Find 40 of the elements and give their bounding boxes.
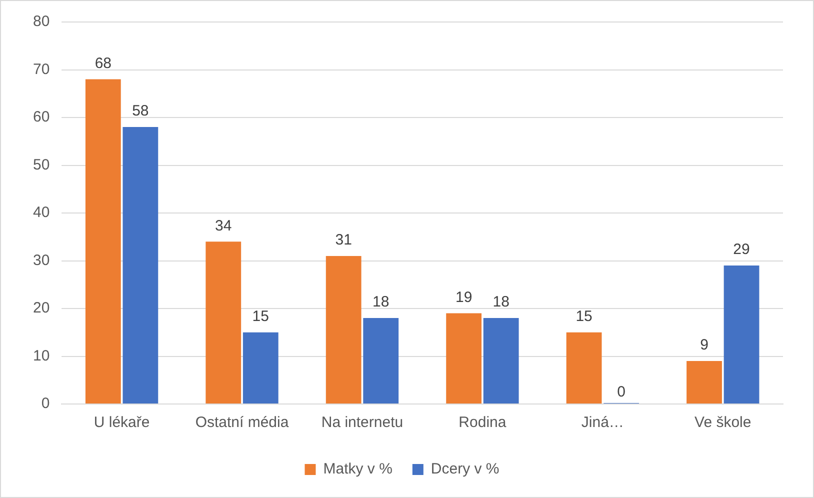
data-label: 15 — [576, 308, 592, 326]
bar — [724, 266, 760, 404]
data-label: 29 — [733, 241, 750, 258]
y-tick-label: 50 — [32, 156, 50, 174]
y-tick-label: 60 — [32, 108, 50, 126]
x-tick-label: Na internetu — [321, 414, 404, 432]
x-tick-label: Ostatní média — [195, 414, 290, 432]
data-label: 0 — [617, 384, 626, 401]
y-tick-label: 70 — [32, 60, 50, 78]
data-label: 34 — [215, 217, 232, 234]
y-tick-label: 40 — [32, 204, 50, 222]
x-tick-label: Jiná… — [581, 414, 624, 432]
x-tick-label: Ve škole — [694, 414, 752, 432]
bar — [326, 256, 362, 404]
data-label: 15 — [252, 308, 269, 326]
bar — [566, 332, 602, 404]
legend-label: Dcery v % — [430, 460, 500, 478]
bar — [686, 361, 722, 404]
data-label: 18 — [372, 294, 390, 311]
x-tick-label: U lékaře — [94, 414, 150, 432]
data-label: 19 — [455, 288, 472, 306]
bar — [242, 332, 278, 404]
bar — [363, 318, 399, 404]
data-label: 31 — [335, 232, 352, 249]
y-tick-label: 20 — [32, 300, 50, 317]
y-tick-label: 10 — [32, 347, 50, 364]
bar — [483, 318, 519, 404]
data-label: 58 — [132, 102, 149, 120]
x-tick-label: Rodina — [458, 414, 507, 432]
y-tick-label: 80 — [32, 13, 50, 30]
y-tick-label: 0 — [41, 395, 50, 412]
bar — [85, 79, 121, 404]
bar — [122, 127, 158, 404]
bar — [446, 313, 482, 404]
legend-label: Matky v % — [323, 460, 392, 478]
data-label: 18 — [492, 294, 510, 311]
data-label: 9 — [700, 336, 708, 354]
data-label: 68 — [94, 54, 112, 72]
y-tick-label: 30 — [32, 252, 50, 269]
bar — [206, 242, 242, 404]
